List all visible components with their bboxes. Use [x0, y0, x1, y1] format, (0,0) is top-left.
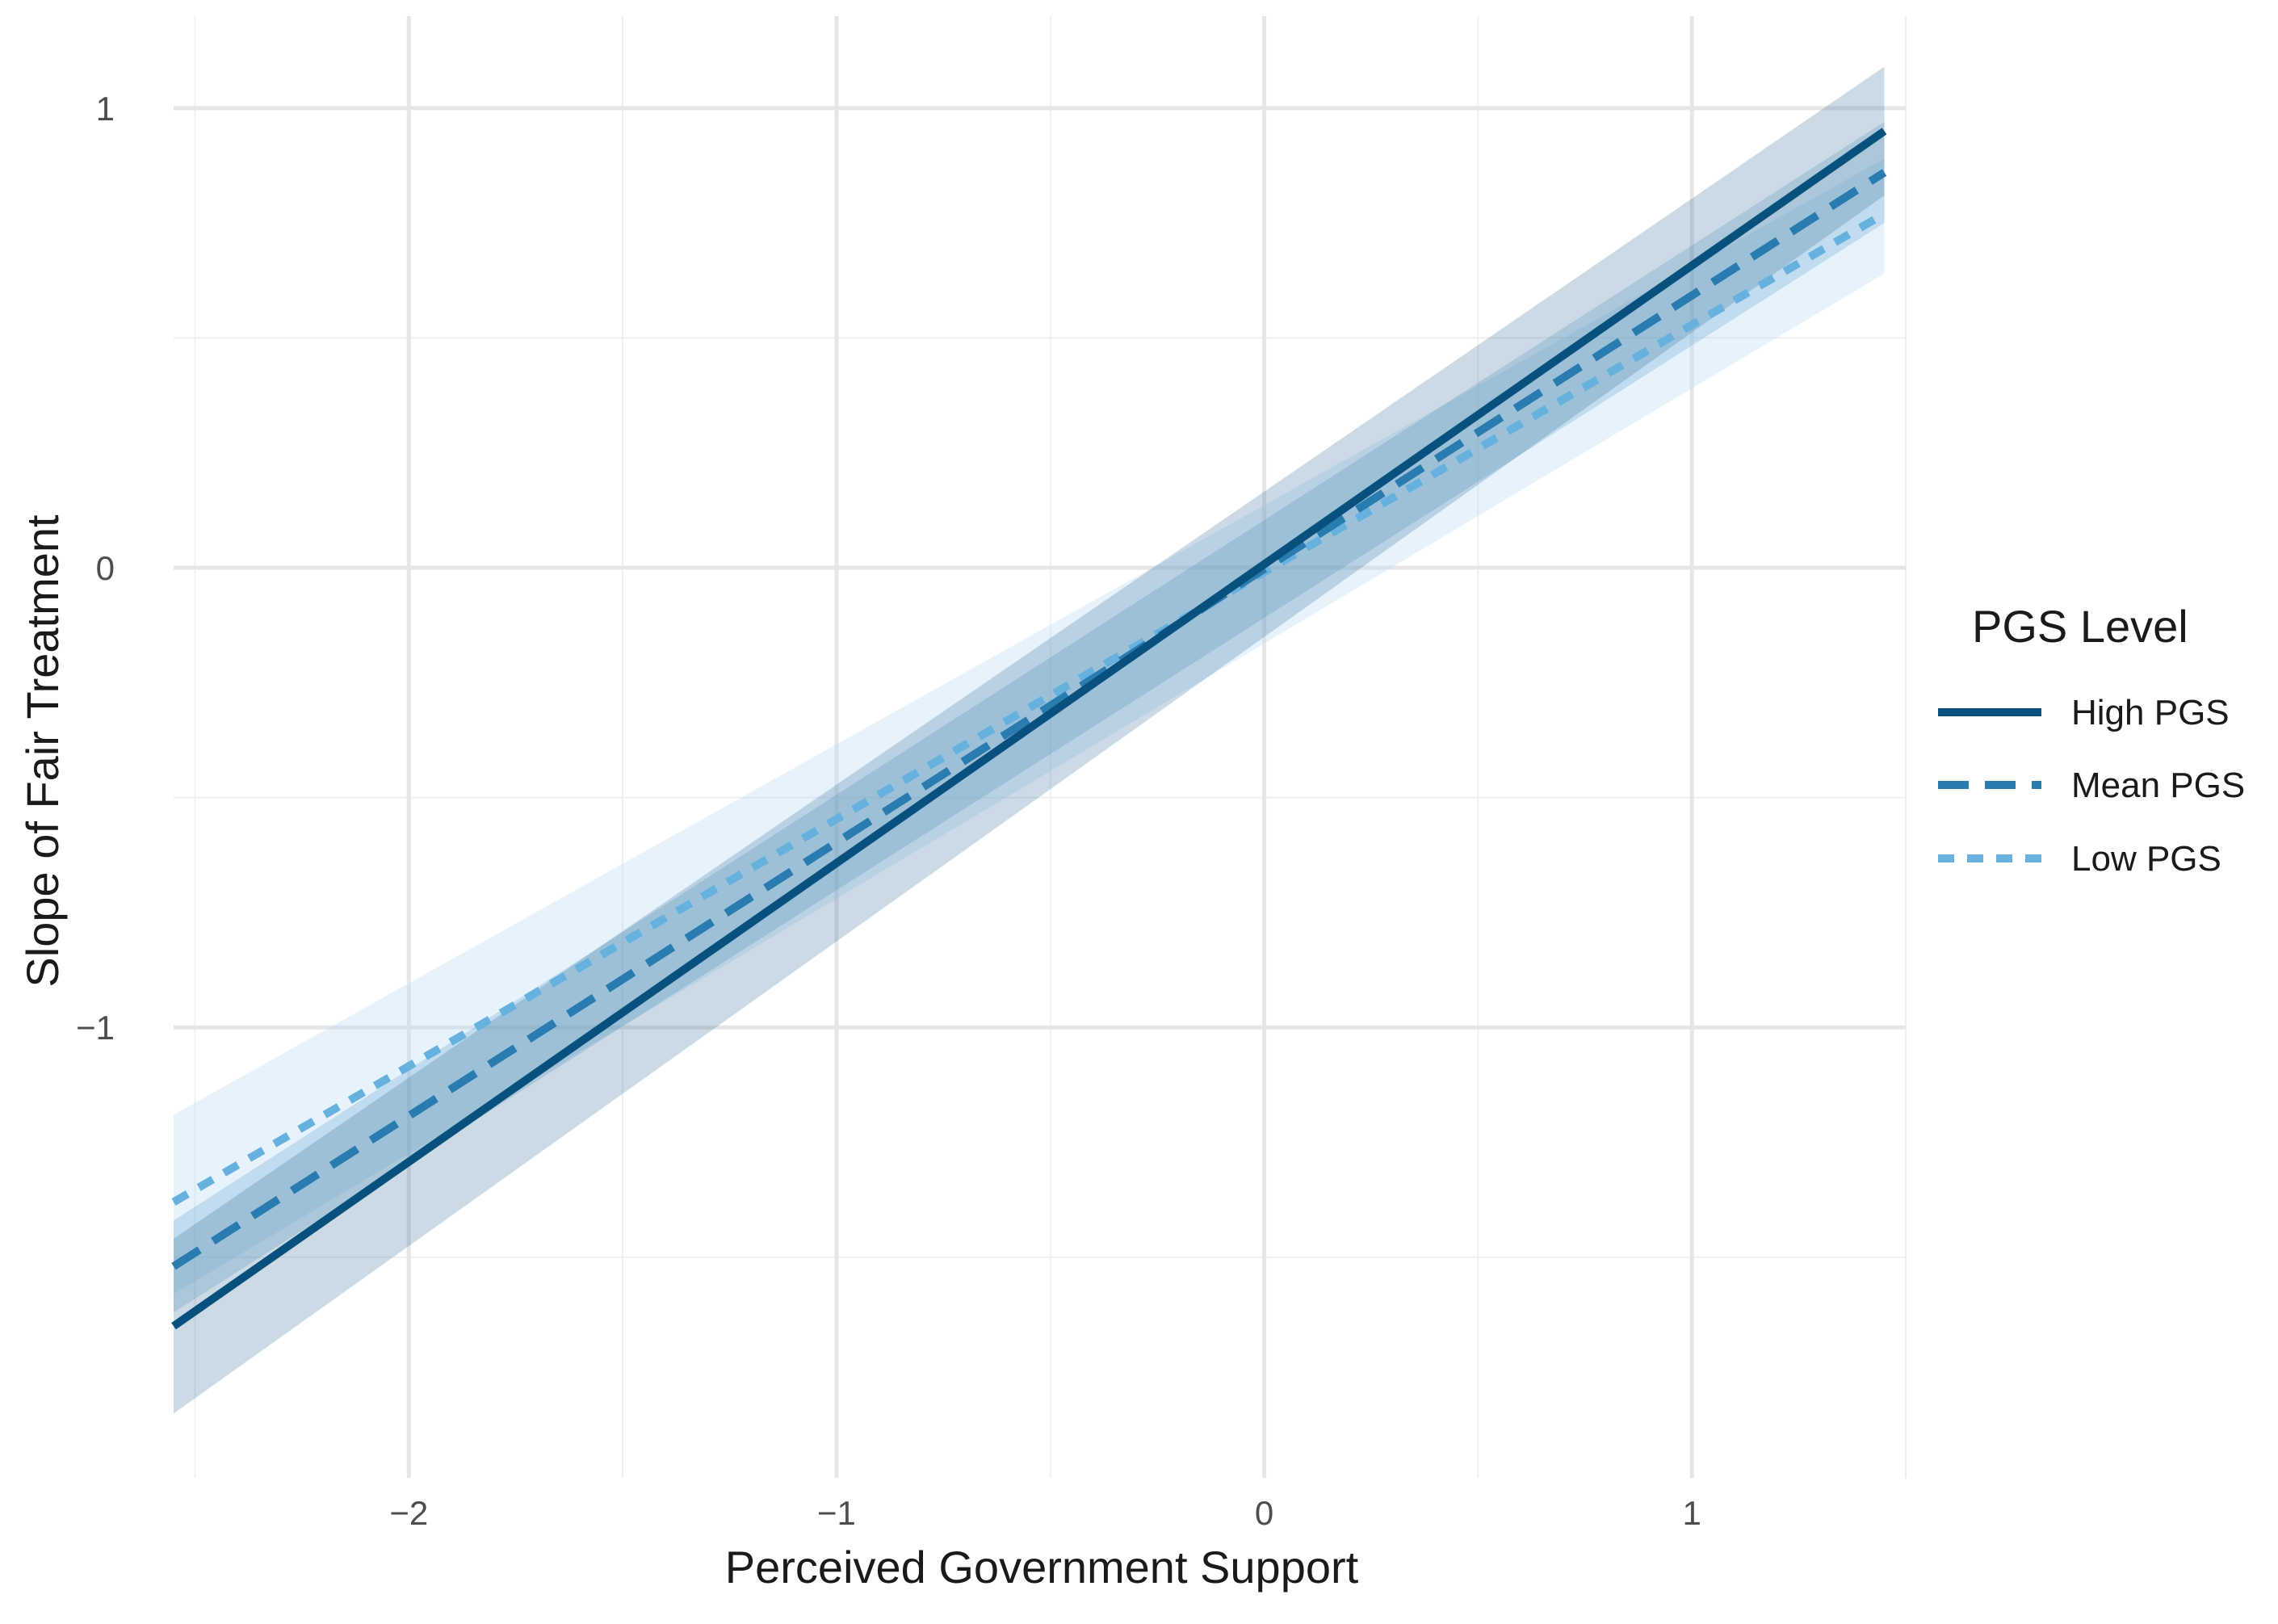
legend-label: High PGS: [2071, 693, 2230, 732]
legend-label: Low PGS: [2071, 839, 2221, 879]
minor-gridlines: [174, 16, 1907, 1478]
major-gridlines: [174, 16, 1906, 1478]
series-line: [171, 210, 1887, 1206]
x-tick-label: 1: [1683, 1494, 1701, 1532]
series-line: [171, 128, 1887, 1330]
legend-label: Mean PGS: [2071, 766, 2245, 805]
x-tick-label: −2: [389, 1494, 428, 1532]
y-tick-label: 0: [96, 549, 115, 587]
series-lines: [171, 128, 1887, 1330]
confidence-bands: [174, 66, 1885, 1414]
tick-labels: −2 −1 0 1 −1 0 1: [76, 90, 1701, 1532]
y-tick-label: 1: [96, 90, 115, 128]
series-line: [171, 169, 1887, 1270]
y-tick-label: −1: [76, 1009, 115, 1047]
y-axis-title: Slope of Fair Treatment: [17, 514, 68, 988]
confidence-band: [174, 121, 1885, 1313]
legend-title: PGS Level: [1972, 601, 2188, 652]
confidence-band: [174, 66, 1885, 1414]
legend: PGS Level High PGS Mean PGS Low PGS: [1938, 601, 2245, 879]
x-axis-title: Perceived Government Support: [725, 1542, 1359, 1593]
x-tick-label: −1: [817, 1494, 856, 1532]
x-tick-label: 0: [1255, 1494, 1273, 1532]
